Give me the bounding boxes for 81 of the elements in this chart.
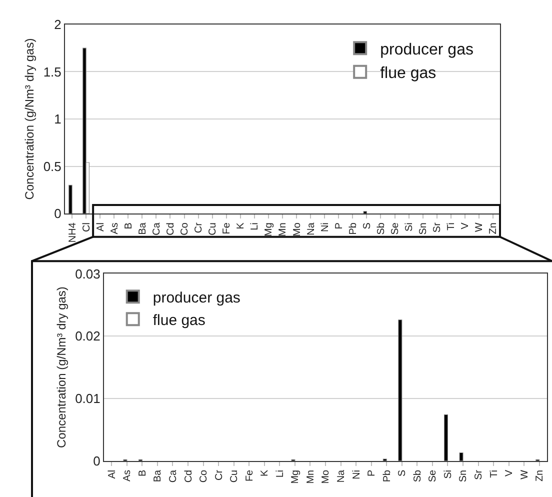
x-tick-label: Cr — [214, 469, 225, 480]
y-tick-label: 2 — [54, 17, 62, 32]
x-tick-label: Sr — [474, 469, 485, 480]
x-tick-label: As — [122, 470, 134, 482]
x-tick-label: Mo — [320, 469, 332, 484]
y-tick-label: 0 — [93, 453, 100, 468]
bar — [363, 211, 367, 214]
x-tick-label: Fe — [222, 222, 233, 234]
x-tick-label: Pb — [348, 222, 359, 235]
x-tick-label: P — [334, 222, 345, 230]
x-tick-label: W — [519, 469, 530, 480]
x-tick-label: Al — [106, 470, 118, 479]
x-tick-label: Cu — [229, 470, 240, 483]
x-tick-label: Sr — [432, 222, 444, 233]
x-tick-label: Sb — [376, 222, 387, 235]
x-tick-label: Co — [180, 222, 191, 236]
x-tick-label: B — [123, 222, 134, 230]
x-tick-label: Mg — [264, 222, 275, 236]
x-tick-label: Na — [336, 469, 348, 483]
x-tick-label: Zn — [488, 222, 500, 234]
x-tick-label: Ni — [320, 222, 331, 232]
x-tick-label: Ti — [488, 470, 500, 478]
legend-label: flue gas — [380, 65, 436, 82]
x-tick-label: V — [460, 222, 472, 230]
x-tick-label: Cr — [194, 222, 205, 234]
x-tick-label: Ba — [137, 222, 148, 235]
x-tick-label: Fe — [244, 469, 256, 482]
x-tick-label: K — [260, 470, 271, 477]
y-tick-label: 0.02 — [75, 328, 100, 344]
x-tick-label: As — [109, 222, 120, 234]
x-tick-label: Se — [390, 222, 402, 235]
x-tick-label: Cu — [208, 222, 219, 236]
x-tick-label: Ba — [152, 469, 164, 482]
x-tick-label: K — [236, 222, 247, 230]
bar — [82, 48, 86, 214]
legend-label: producer gas — [380, 41, 474, 58]
bar — [68, 184, 72, 214]
x-tick-label: W — [474, 222, 486, 232]
x-tick-label: Cd — [183, 470, 194, 483]
x-tick-label: B — [137, 470, 148, 477]
y-tick-label: 0.5 — [43, 158, 62, 174]
y-tick-label: 0.03 — [75, 266, 100, 282]
x-tick-label: Cl — [81, 222, 92, 232]
x-tick-label: Li — [274, 470, 286, 478]
x-tick-label: Ca — [168, 469, 179, 483]
y-tick-label: 1.5 — [43, 64, 62, 80]
x-tick-label: Sn — [458, 470, 470, 482]
x-tick-label: S — [362, 222, 373, 230]
x-tick-label: Sn — [418, 222, 430, 235]
bar — [459, 452, 464, 461]
y-tick-label: 0 — [54, 206, 62, 222]
x-tick-label: Li — [250, 222, 261, 230]
x-tick-label: Si — [442, 470, 454, 479]
x-tick-label: Mg — [290, 470, 302, 484]
x-tick-label: P — [366, 470, 378, 477]
y-tick-label: 0.01 — [75, 391, 100, 406]
x-tick-label: S — [397, 470, 408, 477]
legend-label: flue gas — [152, 312, 206, 329]
x-tick-label: Mn — [305, 470, 316, 484]
x-tick-label: Zn — [534, 470, 546, 482]
x-tick-label: V — [504, 470, 516, 477]
x-tick-label: Ti — [446, 222, 458, 231]
y-axis-title: Concentration (g/Nm³ dry gas) — [54, 286, 68, 448]
x-tick-label: NH4 — [67, 222, 78, 243]
x-tick-label: Ca — [151, 222, 162, 236]
x-tick-label: Se — [428, 469, 439, 482]
bar — [444, 414, 448, 461]
y-axis-title: Concentration (g/Nm³ dry gas) — [22, 38, 37, 200]
y-tick-label: 1 — [54, 112, 62, 127]
x-tick-label: Pb — [382, 469, 393, 482]
x-tick-label: Si — [404, 222, 416, 232]
x-tick-label: Mo — [292, 222, 303, 236]
x-tick-label: Mn — [278, 222, 289, 236]
bar — [398, 320, 402, 461]
x-tick-label: Co — [198, 469, 210, 483]
x-tick-label: Ni — [351, 470, 362, 480]
x-tick-label: Cd — [165, 222, 176, 236]
x-tick-label: Na — [306, 222, 317, 236]
x-tick-label: Sb — [412, 469, 424, 482]
x-tick-label: Al — [95, 222, 106, 232]
legend-label: producer gas — [152, 289, 240, 306]
